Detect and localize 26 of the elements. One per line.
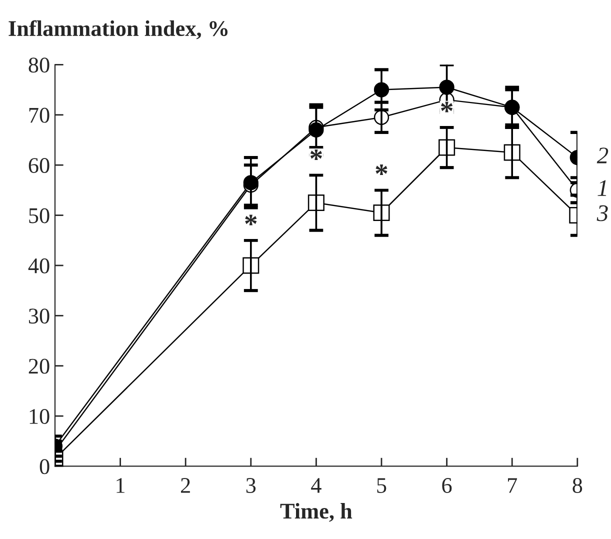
x-tick-label: 3 (246, 478, 256, 493)
series-label: 1 (598, 180, 606, 196)
annotation: * (245, 214, 257, 226)
x-tick-label: 5 (377, 478, 386, 493)
x-tick-label: 6 (442, 478, 452, 493)
y-tick-label: 50 (29, 208, 50, 224)
y-tick-label: 0 (40, 459, 50, 474)
x-tick-label: 2 (181, 478, 190, 493)
series-label: 3 (596, 205, 608, 222)
x-tick-label: 7 (508, 478, 518, 493)
y-tick-label: 30 (28, 308, 50, 324)
x-axis-title: Time, h (280, 503, 352, 522)
annotation: * (376, 164, 388, 176)
y-tick-label: 10 (30, 408, 50, 424)
y-axis-title: Inflammation index, % (8, 20, 228, 40)
x-tick-label: 4 (311, 478, 322, 493)
x-tick-label: 1 (116, 478, 125, 493)
y-tick-label: 20 (28, 358, 50, 374)
y-tick-label: 70 (29, 108, 50, 123)
annotation: * (441, 102, 453, 112)
x-tick-label: 8 (572, 478, 582, 493)
y-tick-label: 40 (28, 258, 50, 274)
y-tick-label: 80 (28, 58, 50, 73)
annotation: * (310, 149, 322, 160)
series-label: 2 (596, 148, 608, 164)
y-tick-label: 60 (28, 158, 50, 173)
